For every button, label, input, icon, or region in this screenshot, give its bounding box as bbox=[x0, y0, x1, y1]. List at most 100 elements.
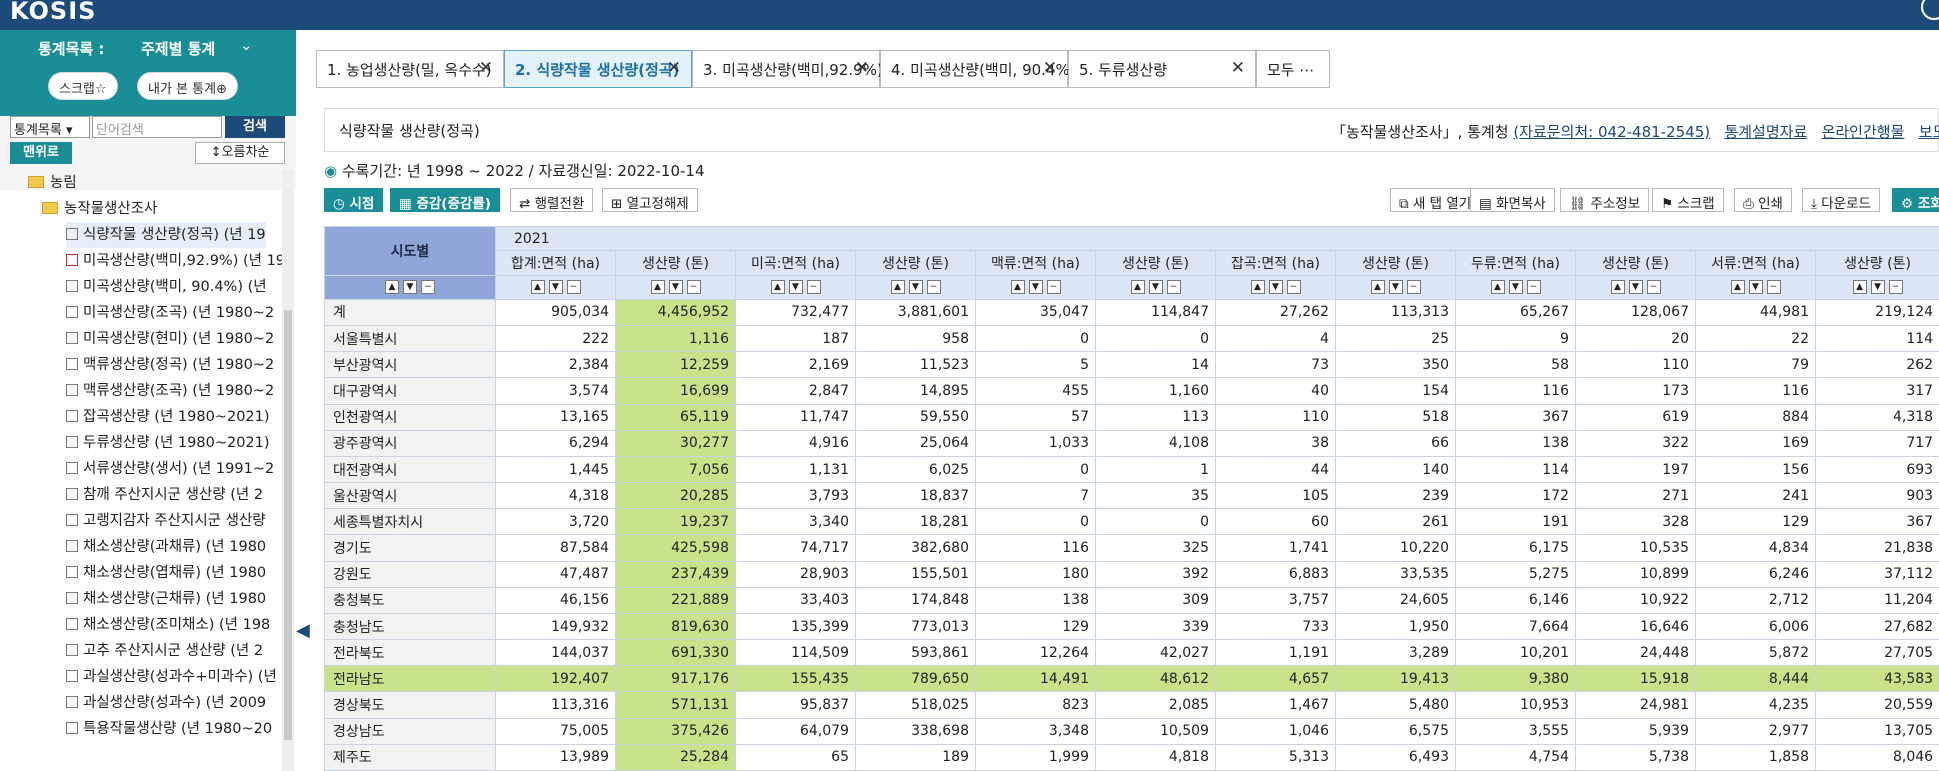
sort-up-icon[interactable]: ▲ bbox=[1370, 280, 1385, 295]
minus-icon[interactable]: − bbox=[686, 280, 701, 295]
tab-5[interactable]: 5. 두류생산량 ✕ bbox=[1068, 50, 1256, 88]
minus-icon[interactable]: − bbox=[1888, 280, 1903, 295]
minus-icon[interactable]: − bbox=[926, 280, 941, 295]
tree-item[interactable]: 두류생산량 (년 1980~2021) bbox=[66, 430, 270, 456]
tree-item[interactable]: 고추 주산지시군 생산량 (년 2 bbox=[66, 638, 263, 664]
tree-item[interactable]: 채소생산량(조미채소) (년 198 bbox=[66, 612, 270, 638]
close-icon[interactable]: ✕ bbox=[478, 58, 493, 78]
sort-down-icon[interactable]: ▼ bbox=[1028, 280, 1043, 295]
minus-icon[interactable]: − bbox=[806, 280, 821, 295]
category-select[interactable]: 통계목록 ▾ bbox=[10, 116, 90, 138]
sort-down-icon[interactable]: ▼ bbox=[1870, 280, 1885, 295]
stat-desc-link[interactable]: 통계설명자료 bbox=[1724, 123, 1808, 141]
tree-item[interactable]: 잡곡생산량 (년 1980~2021) bbox=[66, 404, 270, 430]
sort-controls[interactable]: ▲ ▼ − bbox=[615, 274, 736, 300]
tree-item[interactable]: 미곡생산량(조곡) (년 1980~2 bbox=[66, 300, 274, 326]
sort-up-icon[interactable]: ▲ bbox=[1490, 280, 1505, 295]
tab-4[interactable]: 4. 미곡생산량(백미, 90.4%) ✕ bbox=[880, 50, 1076, 88]
sort-down-icon[interactable]: ▼ bbox=[908, 280, 923, 295]
sort-up-icon[interactable]: ▲ bbox=[890, 280, 905, 295]
sort-down-icon[interactable]: ▼ bbox=[1268, 280, 1283, 295]
top-button[interactable]: 맨위로 bbox=[10, 142, 72, 164]
sort-up-icon[interactable]: ▲ bbox=[1852, 280, 1867, 295]
sort-up-icon[interactable]: ▲ bbox=[385, 280, 399, 295]
sort-down-icon[interactable]: ▼ bbox=[788, 280, 803, 295]
sort-down-icon[interactable]: ▼ bbox=[1508, 280, 1523, 295]
sort-controls[interactable]: ▲ ▼ − bbox=[1215, 274, 1336, 300]
sort-controls[interactable]: ▲ ▼ − bbox=[1335, 274, 1456, 300]
sort-controls[interactable]: ▲ ▼ − bbox=[495, 274, 616, 300]
sort-up-icon[interactable]: ▲ bbox=[1250, 280, 1265, 295]
tree-item[interactable]: 특용작물생산량 (년 1980~20 bbox=[66, 716, 272, 742]
tree-item[interactable]: 맥류생산량(조곡) (년 1980~2 bbox=[66, 378, 274, 404]
minus-icon[interactable]: − bbox=[421, 280, 435, 295]
search-input[interactable]: 단어검색 bbox=[92, 116, 222, 138]
tree-folder-nongrim[interactable]: 농림 bbox=[28, 170, 77, 196]
collapse-sidebar-icon[interactable]: ◀ bbox=[296, 620, 310, 641]
tree-item[interactable]: 과실생산량(성과수) (년 2009 bbox=[66, 690, 266, 716]
search-button[interactable]: 검색 bbox=[225, 116, 285, 138]
pivot-button[interactable]: ⇄ 행렬전환 bbox=[510, 188, 594, 212]
scroll-thumb[interactable] bbox=[284, 310, 292, 740]
minus-icon[interactable]: − bbox=[1046, 280, 1061, 295]
sort-down-icon[interactable]: ▼ bbox=[1628, 280, 1643, 295]
sort-up-icon[interactable]: ▲ bbox=[770, 280, 785, 295]
tab-2[interactable]: 2. 식량작물 생산량(정곡) ✕ bbox=[504, 50, 692, 88]
minus-icon[interactable]: − bbox=[566, 280, 581, 295]
sort-controls[interactable]: ▲ ▼ − bbox=[1814, 274, 1939, 300]
sort-up-icon[interactable]: ▲ bbox=[1610, 280, 1625, 295]
close-icon[interactable]: ✕ bbox=[1042, 58, 1057, 78]
contact-link[interactable]: (자료문의처: 042-481-2545) bbox=[1513, 123, 1711, 141]
sort-controls[interactable]: ▲ ▼ − bbox=[735, 274, 856, 300]
new-tab-button[interactable]: ⧉ 새 탭 열기 bbox=[1390, 188, 1481, 212]
chevron-down-icon[interactable]: ⌄ bbox=[240, 36, 253, 54]
sort-controls[interactable]: ▲ ▼ − bbox=[1095, 274, 1216, 300]
sort-down-icon[interactable]: ▼ bbox=[1748, 280, 1763, 295]
online-pub-link[interactable]: 온라인간행물 bbox=[1821, 123, 1905, 141]
sort-controls[interactable]: ▲ ▼ − bbox=[1575, 274, 1696, 300]
sort-up-icon[interactable]: ▲ bbox=[1730, 280, 1745, 295]
tree-item[interactable]: 채소생산량(과채류) (년 1980 bbox=[66, 534, 266, 560]
sort-down-icon[interactable]: ▼ bbox=[668, 280, 683, 295]
increase-button[interactable]: ▦ 증감(증감률) bbox=[390, 188, 500, 212]
tree-item[interactable]: 고랭지감자 주산지시군 생산량 bbox=[66, 508, 266, 534]
sort-up-icon[interactable]: ▲ bbox=[1130, 280, 1145, 295]
my-stats-button[interactable]: 내가 본 통계⊕ bbox=[137, 72, 238, 100]
address-button[interactable]: ⛓ 주소정보 bbox=[1560, 188, 1650, 212]
tree-item[interactable]: 미곡생산량(현미) (년 1980~2 bbox=[66, 326, 274, 352]
print-button[interactable]: ⎙ 인쇄 bbox=[1734, 188, 1792, 212]
tree-item[interactable]: 참깨 주산지시군 생산량 (년 2 bbox=[66, 482, 263, 508]
screen-copy-button[interactable]: ▤ 화면복사 bbox=[1470, 188, 1555, 212]
minus-icon[interactable]: − bbox=[1166, 280, 1181, 295]
sort-controls[interactable]: ▲ ▼ − bbox=[1455, 274, 1576, 300]
close-icon[interactable]: ✕ bbox=[854, 58, 869, 78]
unfix-columns-button[interactable]: ⊞ 열고정해제 bbox=[602, 188, 698, 212]
sort-controls[interactable]: ▲ ▼ − bbox=[975, 274, 1096, 300]
minus-icon[interactable]: − bbox=[1286, 280, 1301, 295]
sort-up-icon[interactable]: ▲ bbox=[650, 280, 665, 295]
tree-item[interactable]: 식량작물 생산량(정곡) (년 19 bbox=[66, 222, 266, 248]
tab-all[interactable]: 모두 ⋯ bbox=[1256, 50, 1330, 88]
tree-item[interactable]: 맥류생산량(정곡) (년 1980~2 bbox=[66, 352, 274, 378]
sort-down-icon[interactable]: ▼ bbox=[1388, 280, 1403, 295]
tree-item[interactable]: 채소생산량(엽채류) (년 1980 bbox=[66, 560, 266, 586]
sort-down-icon[interactable]: ▼ bbox=[403, 280, 417, 295]
sort-down-icon[interactable]: ▼ bbox=[548, 280, 563, 295]
minus-icon[interactable]: − bbox=[1406, 280, 1421, 295]
close-icon[interactable]: ✕ bbox=[666, 58, 681, 78]
user-icon[interactable] bbox=[1921, 0, 1939, 20]
scrap-toolbar-button[interactable]: ⚑ 스크랩 bbox=[1652, 188, 1724, 212]
tree-item[interactable]: 과실생산량(성과수+미과수) (년 bbox=[66, 664, 277, 690]
minus-icon[interactable]: − bbox=[1646, 280, 1661, 295]
close-icon[interactable]: ✕ bbox=[1230, 58, 1245, 78]
sort-controls[interactable]: ▲ ▼ − bbox=[1695, 274, 1816, 300]
sort-up-icon[interactable]: ▲ bbox=[530, 280, 545, 295]
kosis-logo[interactable]: KOSIS bbox=[10, 0, 97, 25]
press-link[interactable]: 보도 bbox=[1918, 123, 1939, 141]
tab-3[interactable]: 3. 미곡생산량(백미,92.9%) ✕ bbox=[692, 50, 883, 88]
tree-item[interactable]: 미곡생산량(백미, 90.4%) (년 bbox=[66, 274, 267, 300]
tree-item[interactable]: 미곡생산량(백미,92.9%) (년 19 bbox=[66, 248, 282, 274]
sort-ascending-button[interactable]: ↕오름차순 bbox=[195, 142, 285, 164]
view-button[interactable]: ◷ 시점 bbox=[324, 188, 384, 212]
tree-scrollbar[interactable] bbox=[282, 170, 294, 771]
